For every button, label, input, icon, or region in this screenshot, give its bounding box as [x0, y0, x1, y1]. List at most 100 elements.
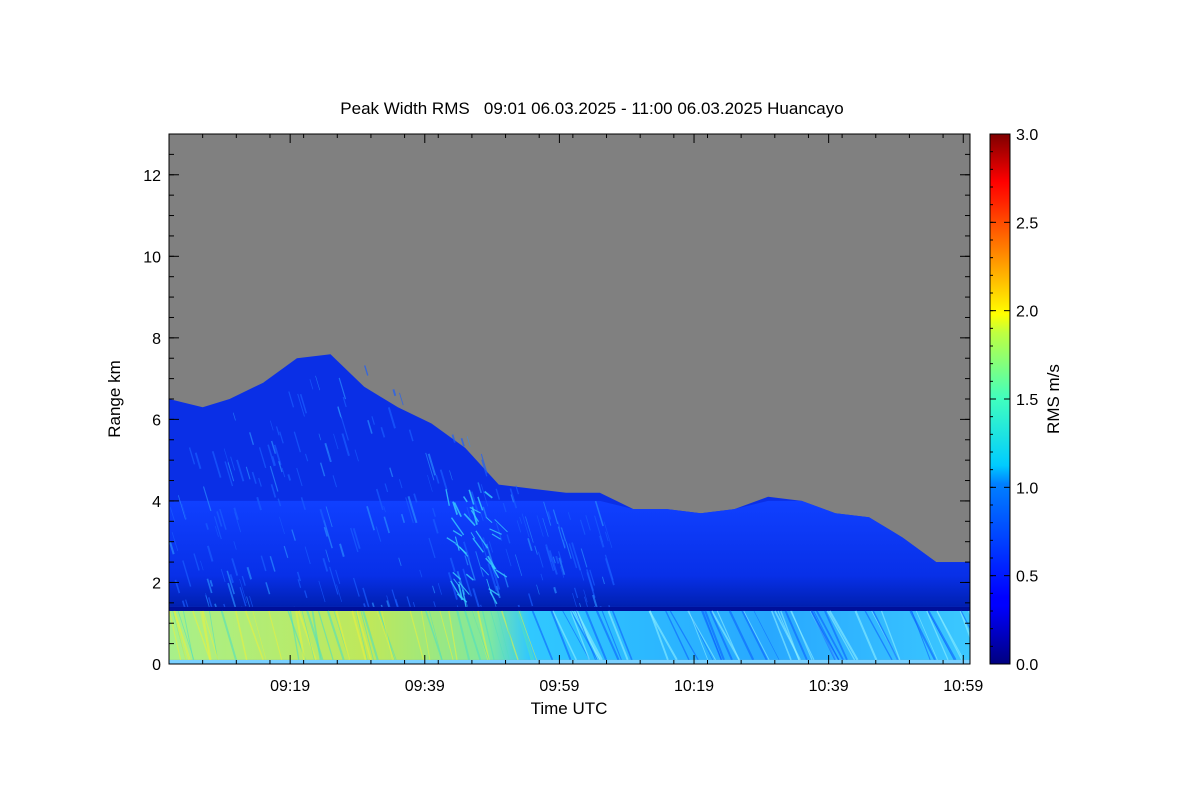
texture-streak — [557, 521, 561, 529]
texture-streak — [169, 507, 176, 522]
texture-streak — [432, 585, 436, 594]
texture-streak — [355, 610, 368, 660]
texture-streak — [536, 584, 540, 595]
texture-streak — [317, 610, 334, 661]
texture-streak — [405, 497, 414, 524]
texture-streak — [810, 610, 840, 661]
texture-streak — [477, 496, 484, 511]
texture-streak — [469, 506, 481, 514]
texture-streak — [339, 543, 345, 557]
texture-streak — [570, 610, 591, 661]
texture-streak — [213, 516, 222, 540]
texture-streak — [777, 610, 800, 661]
texture-streak — [439, 610, 454, 661]
texture-streak — [449, 557, 456, 572]
texture-streak — [494, 519, 508, 533]
texture-streak — [427, 453, 437, 476]
texture-streak — [503, 610, 516, 661]
texture-streak — [319, 462, 326, 477]
texture-streak — [177, 495, 186, 520]
texture-streak — [854, 610, 878, 661]
texture-streak — [311, 610, 322, 661]
texture-streak — [824, 610, 848, 661]
texture-streak — [521, 513, 530, 538]
texture-streak — [269, 420, 274, 431]
texture-streak — [926, 610, 949, 661]
texture-streak — [200, 560, 204, 571]
texture-streak — [325, 506, 333, 528]
texture-streak — [585, 515, 591, 531]
texture-streak — [546, 511, 552, 520]
texture-streak — [568, 543, 578, 569]
texture-streak — [648, 610, 678, 661]
texture-streak — [716, 610, 740, 661]
texture-streak — [552, 509, 559, 525]
texture-streak — [375, 488, 384, 511]
layer-gap — [169, 606, 970, 611]
texture-streak — [550, 610, 572, 661]
y-axis-label: Range km — [105, 360, 124, 437]
texture-streak — [420, 610, 431, 660]
texture-streak — [427, 474, 433, 492]
texture-streak — [219, 508, 227, 530]
texture-streak — [173, 610, 187, 661]
texture-streak — [304, 453, 309, 462]
texture-streak — [241, 575, 246, 586]
x-axis-label: Time UTC — [531, 699, 608, 718]
texture-streak — [270, 440, 277, 454]
texture-streak — [452, 571, 462, 580]
texture-streak — [562, 539, 566, 548]
texture-streak — [549, 555, 556, 571]
texture-streak — [275, 426, 280, 436]
texture-streak — [565, 541, 572, 559]
texture-streak — [177, 610, 195, 661]
texture-streak — [477, 482, 482, 494]
texture-streak — [728, 610, 755, 661]
texture-streak — [589, 569, 596, 586]
texture-streak — [297, 393, 306, 417]
texture-streak — [472, 588, 481, 611]
texture-streak — [229, 574, 234, 584]
colorbar-tick-label: 2.0 — [1016, 304, 1038, 321]
texture-streak — [432, 507, 436, 517]
texture-streak — [408, 429, 414, 442]
texture-streak — [463, 541, 471, 560]
texture-streak — [194, 452, 202, 470]
texture-streak — [192, 610, 211, 661]
x-tick-label: 10:19 — [674, 678, 714, 695]
y-tick-label: 2 — [152, 575, 161, 592]
texture-streak — [270, 484, 277, 498]
texture-streak — [464, 610, 482, 661]
texture-streak — [572, 610, 601, 661]
texture-streak — [182, 560, 192, 587]
texture-streak — [202, 610, 219, 661]
texture-streak — [428, 537, 436, 559]
texture-streak — [337, 406, 342, 419]
texture-streak — [231, 558, 239, 576]
texture-streak — [465, 573, 474, 581]
texture-streak — [557, 526, 566, 549]
texture-streak — [299, 393, 308, 414]
texture-streak — [367, 419, 373, 434]
texture-streak — [585, 610, 608, 661]
x-tick-label: 09:19 — [270, 678, 310, 695]
texture-streak — [450, 517, 465, 536]
texture-streak — [233, 541, 237, 550]
texture-streak — [351, 610, 367, 661]
texture-streak — [328, 453, 332, 463]
texture-streak — [251, 471, 257, 484]
y-tick-label: 6 — [152, 412, 161, 429]
texture-streak — [486, 517, 493, 523]
texture-streak — [232, 412, 236, 421]
texture-streak — [753, 610, 780, 661]
texture-streak — [828, 610, 859, 661]
y-tick-label: 4 — [152, 494, 161, 511]
colorbar-tick-label: 0.5 — [1016, 569, 1038, 586]
texture-streak — [536, 515, 544, 537]
texture-streak — [604, 557, 615, 586]
texture-streak — [249, 432, 255, 445]
texture-streak — [235, 610, 248, 661]
texture-streak — [560, 527, 567, 542]
texture-streak — [455, 543, 468, 555]
texture-streak — [567, 512, 571, 520]
